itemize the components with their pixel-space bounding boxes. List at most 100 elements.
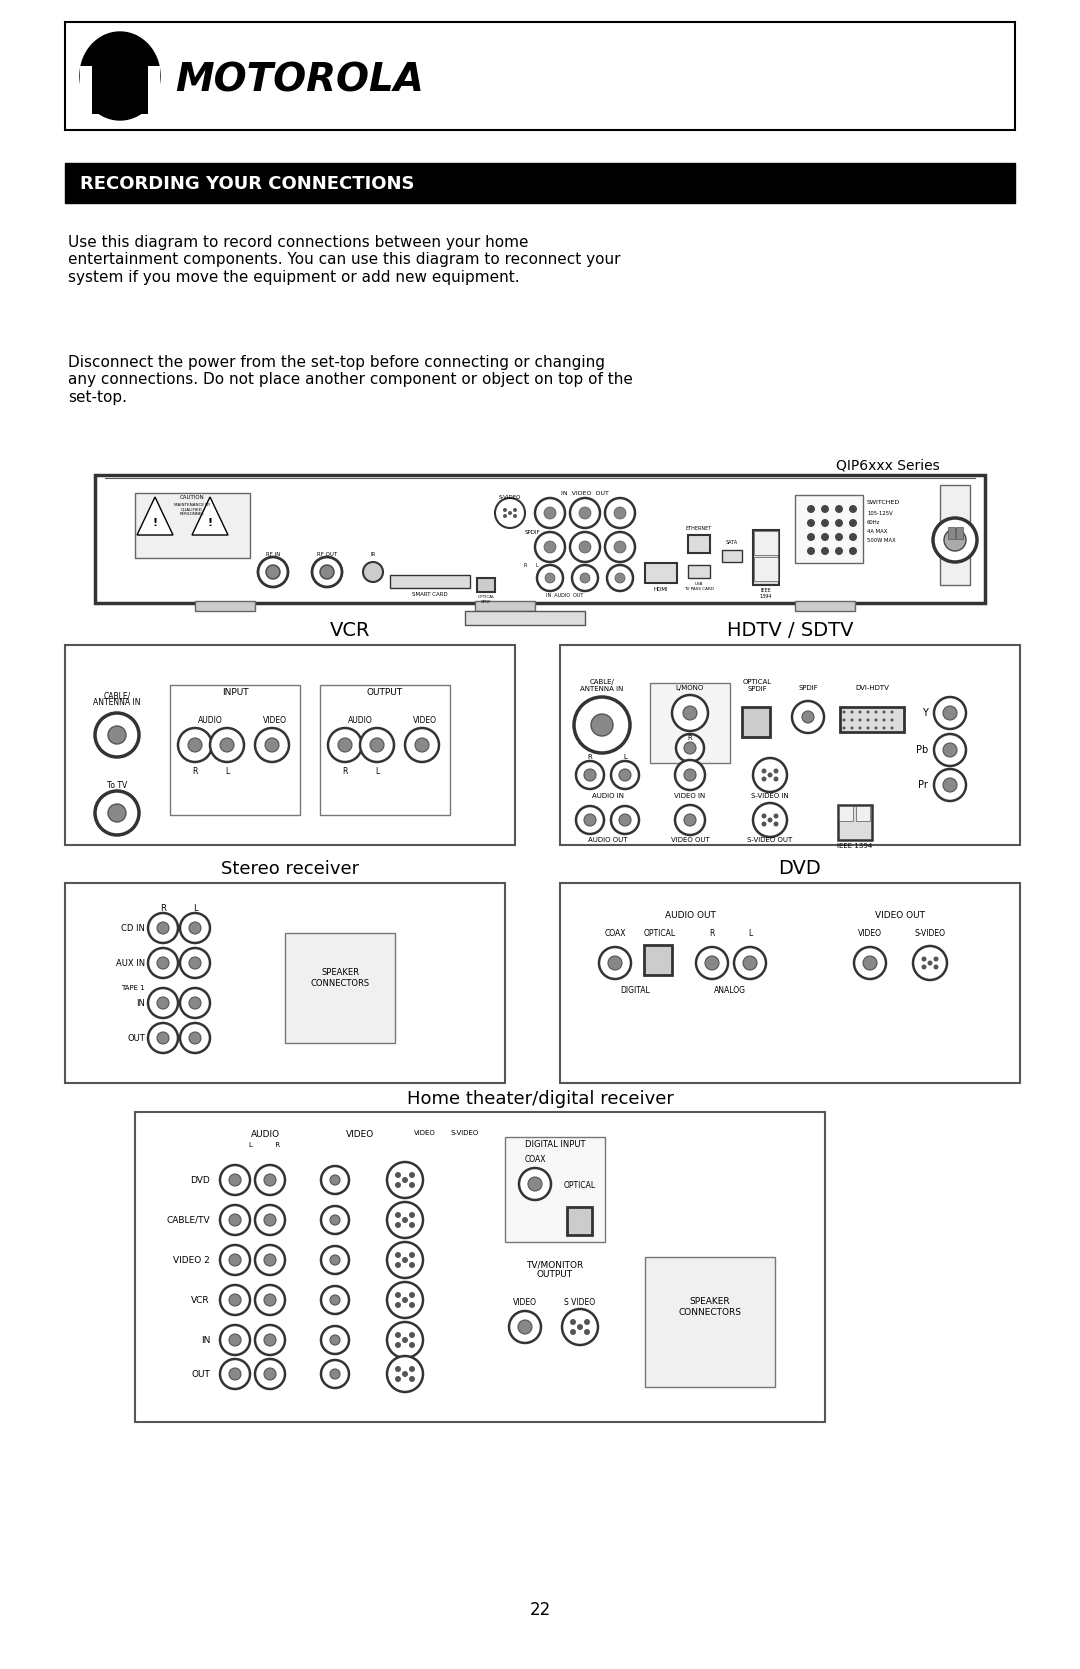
Bar bbox=[839, 806, 853, 821]
Circle shape bbox=[761, 813, 767, 818]
Text: SPDIF: SPDIF bbox=[798, 684, 818, 691]
Bar bbox=[505, 1137, 605, 1242]
Circle shape bbox=[768, 773, 772, 778]
Polygon shape bbox=[137, 497, 173, 536]
Circle shape bbox=[615, 541, 626, 552]
Circle shape bbox=[409, 1262, 415, 1268]
Text: CAUTION: CAUTION bbox=[179, 496, 204, 501]
Circle shape bbox=[859, 711, 862, 714]
Bar bbox=[688, 536, 710, 552]
Bar bbox=[195, 601, 255, 611]
Text: AUDIO IN: AUDIO IN bbox=[592, 793, 624, 799]
Bar bbox=[80, 67, 92, 117]
Circle shape bbox=[891, 718, 893, 721]
Bar bbox=[742, 708, 770, 738]
Circle shape bbox=[821, 532, 829, 541]
Circle shape bbox=[229, 1334, 241, 1345]
Circle shape bbox=[328, 728, 362, 763]
Circle shape bbox=[402, 1177, 408, 1183]
Text: COAX: COAX bbox=[524, 1155, 545, 1163]
Circle shape bbox=[157, 921, 168, 935]
Circle shape bbox=[891, 711, 893, 714]
Circle shape bbox=[255, 1165, 285, 1195]
Text: QIP6xxx Series: QIP6xxx Series bbox=[836, 457, 940, 472]
Circle shape bbox=[402, 1257, 408, 1263]
Text: R: R bbox=[688, 734, 692, 741]
Circle shape bbox=[851, 726, 853, 729]
Circle shape bbox=[807, 547, 815, 556]
Circle shape bbox=[503, 514, 507, 517]
Circle shape bbox=[402, 1217, 408, 1223]
Text: OUT: OUT bbox=[191, 1370, 210, 1379]
Circle shape bbox=[513, 507, 517, 512]
Circle shape bbox=[220, 738, 234, 753]
Circle shape bbox=[743, 956, 757, 970]
Circle shape bbox=[264, 1293, 276, 1307]
Text: AUX IN: AUX IN bbox=[116, 958, 145, 968]
Text: DIGITAL: DIGITAL bbox=[620, 986, 650, 995]
Circle shape bbox=[684, 743, 696, 754]
Circle shape bbox=[753, 758, 787, 793]
Circle shape bbox=[854, 946, 886, 980]
Bar bbox=[838, 804, 872, 840]
Circle shape bbox=[921, 965, 927, 970]
Text: VIDEO IN: VIDEO IN bbox=[674, 793, 705, 799]
Circle shape bbox=[851, 711, 853, 714]
Circle shape bbox=[866, 711, 869, 714]
Circle shape bbox=[943, 706, 957, 719]
Text: 105-125V: 105-125V bbox=[867, 511, 893, 516]
Circle shape bbox=[675, 759, 705, 789]
Circle shape bbox=[395, 1262, 401, 1268]
Text: L: L bbox=[225, 768, 229, 776]
Circle shape bbox=[891, 726, 893, 729]
Circle shape bbox=[944, 529, 966, 551]
Circle shape bbox=[607, 566, 633, 591]
Circle shape bbox=[792, 701, 824, 733]
Circle shape bbox=[921, 956, 927, 961]
Circle shape bbox=[148, 913, 178, 943]
Text: DVI-HDTV: DVI-HDTV bbox=[855, 684, 889, 691]
Circle shape bbox=[562, 1308, 598, 1345]
Text: S-VIDEO: S-VIDEO bbox=[499, 496, 522, 501]
Circle shape bbox=[220, 1205, 249, 1235]
Text: RECORDING YOUR CONNECTIONS: RECORDING YOUR CONNECTIONS bbox=[80, 175, 415, 194]
Circle shape bbox=[189, 921, 201, 935]
Bar bbox=[135, 492, 249, 557]
Bar bbox=[754, 531, 778, 556]
Text: L: L bbox=[747, 930, 752, 938]
Circle shape bbox=[148, 948, 178, 978]
Bar bbox=[956, 527, 963, 539]
Text: VIDEO 2: VIDEO 2 bbox=[173, 1255, 210, 1265]
Circle shape bbox=[395, 1182, 401, 1188]
Circle shape bbox=[266, 566, 280, 579]
Text: Home theater/digital receiver: Home theater/digital receiver bbox=[406, 1090, 674, 1108]
Circle shape bbox=[255, 1245, 285, 1275]
Circle shape bbox=[761, 821, 767, 826]
Circle shape bbox=[503, 507, 507, 512]
Text: OPTICAL: OPTICAL bbox=[564, 1182, 596, 1190]
Circle shape bbox=[584, 1319, 590, 1325]
Text: VCR: VCR bbox=[191, 1295, 210, 1305]
Circle shape bbox=[773, 821, 779, 826]
Circle shape bbox=[573, 698, 630, 753]
Circle shape bbox=[395, 1302, 401, 1308]
Bar bbox=[561, 644, 1020, 845]
Circle shape bbox=[835, 519, 843, 527]
Polygon shape bbox=[192, 497, 228, 536]
Text: ANTENNA IN: ANTENNA IN bbox=[580, 686, 623, 693]
Circle shape bbox=[264, 1213, 276, 1227]
Circle shape bbox=[866, 718, 869, 721]
Circle shape bbox=[535, 532, 565, 562]
Circle shape bbox=[513, 514, 517, 517]
Text: MAINTENANCE BY
QUALIFIED
PERSONNEL: MAINTENANCE BY QUALIFIED PERSONNEL bbox=[174, 502, 211, 516]
Circle shape bbox=[933, 956, 939, 961]
Text: 4A MAX: 4A MAX bbox=[867, 529, 888, 534]
Text: Pb: Pb bbox=[916, 744, 928, 754]
Bar bbox=[65, 883, 505, 1083]
Circle shape bbox=[330, 1335, 340, 1345]
Text: CABLE/TV: CABLE/TV bbox=[166, 1215, 210, 1225]
Circle shape bbox=[882, 726, 886, 729]
Circle shape bbox=[851, 718, 853, 721]
Circle shape bbox=[95, 791, 139, 834]
Circle shape bbox=[842, 726, 846, 729]
